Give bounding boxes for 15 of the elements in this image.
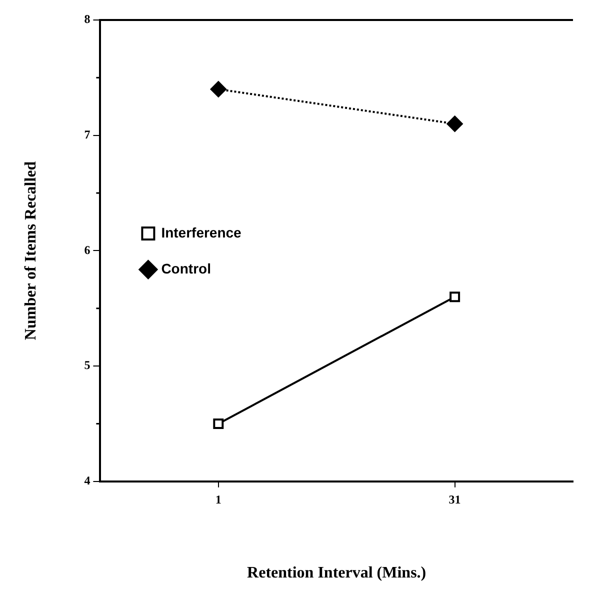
y-tick-label: 8 <box>84 12 90 26</box>
legend-label: Control <box>161 260 211 276</box>
point <box>446 116 463 132</box>
y-tick-label: 5 <box>84 358 90 372</box>
legend-label: Interference <box>161 224 242 240</box>
x-tick-label: 31 <box>448 492 461 507</box>
point <box>213 418 224 429</box>
y-tick-label: 6 <box>84 242 90 257</box>
y-axis-title: Number of Items Recalled <box>22 161 40 340</box>
x-axis-title: Retention Interval (Mins.) <box>247 564 426 582</box>
point <box>450 292 460 302</box>
point <box>210 81 226 98</box>
x-tick-label: 1 <box>215 492 222 507</box>
y-tick-label: 4 <box>84 473 90 488</box>
y-tick-label: 7 <box>84 127 90 142</box>
